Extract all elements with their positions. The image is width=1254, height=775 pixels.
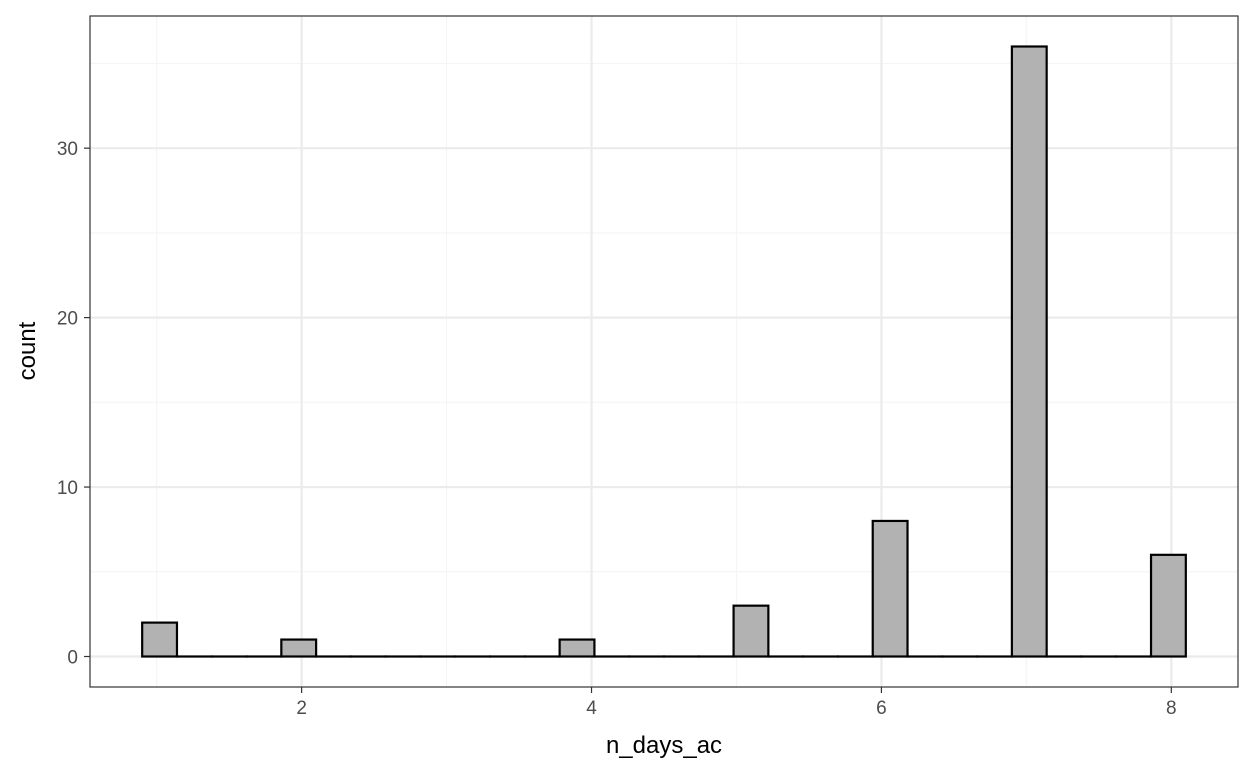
x-tick-label: 4: [586, 698, 597, 719]
x-tick-label: 2: [296, 698, 307, 719]
y-axis-ticks: 0 10 20 30: [57, 139, 90, 669]
panel-border: [89, 15, 1239, 688]
histogram-bars: [141, 45, 1187, 658]
plot-panel: [90, 16, 1238, 687]
y-axis-title: count: [14, 321, 41, 380]
histogram-bar: [732, 604, 770, 658]
histogram-bar: [1010, 45, 1048, 658]
histogram-bar: [1149, 553, 1187, 658]
histogram-bar: [871, 519, 909, 658]
y-tick-label: 20: [57, 309, 78, 330]
x-axis-title: n_days_ac: [606, 732, 722, 759]
y-tick-label: 0: [67, 648, 78, 669]
histogram-bar: [141, 621, 179, 658]
histogram-bar: [558, 638, 596, 658]
y-tick-label: 10: [57, 478, 78, 499]
x-tick-label: 8: [1166, 698, 1177, 719]
y-tick-label: 30: [57, 139, 78, 160]
x-tick-label: 6: [876, 698, 887, 719]
x-axis-ticks: 2 4 6 8: [296, 687, 1177, 719]
histogram-bar: [280, 638, 318, 658]
